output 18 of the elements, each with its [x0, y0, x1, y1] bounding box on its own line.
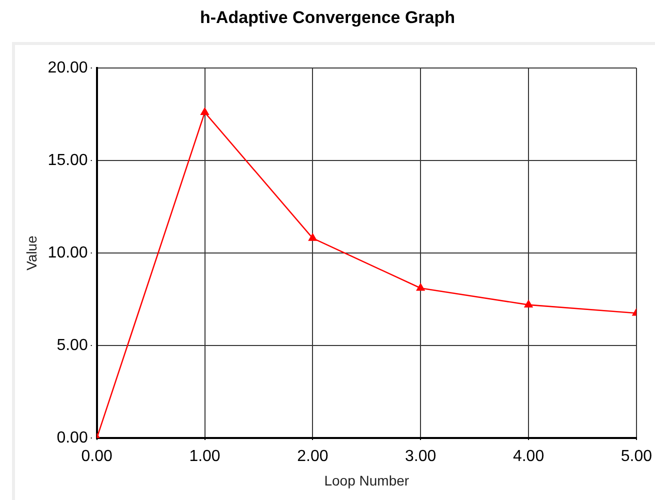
y-tick-label: 10.00 — [48, 244, 88, 262]
y-tick-label: 15.00 — [48, 152, 88, 169]
point — [308, 234, 317, 241]
x-tick-label: 4.00 — [512, 448, 544, 466]
y-tick-label: 20.00 — [48, 59, 88, 76]
x-tick-label: 3.00 — [405, 448, 436, 466]
x-tick-label: 2.00 — [297, 448, 328, 466]
x-tick-label: 5.00 — [620, 448, 652, 466]
x-tick-label: 1.00 — [189, 448, 220, 466]
y-axis-title: Value — [23, 235, 40, 270]
point — [416, 284, 425, 291]
chart-title: h-Adaptive Convergence Graph — [198, 8, 456, 28]
y-tick-label: 0.00 — [56, 429, 88, 446]
y-tick-label: 5.00 — [56, 336, 88, 354]
x-tick-label: 0.00 — [81, 448, 113, 466]
point — [524, 300, 533, 308]
point — [200, 108, 209, 116]
x-axis-title: Loop Number — [324, 472, 410, 488]
